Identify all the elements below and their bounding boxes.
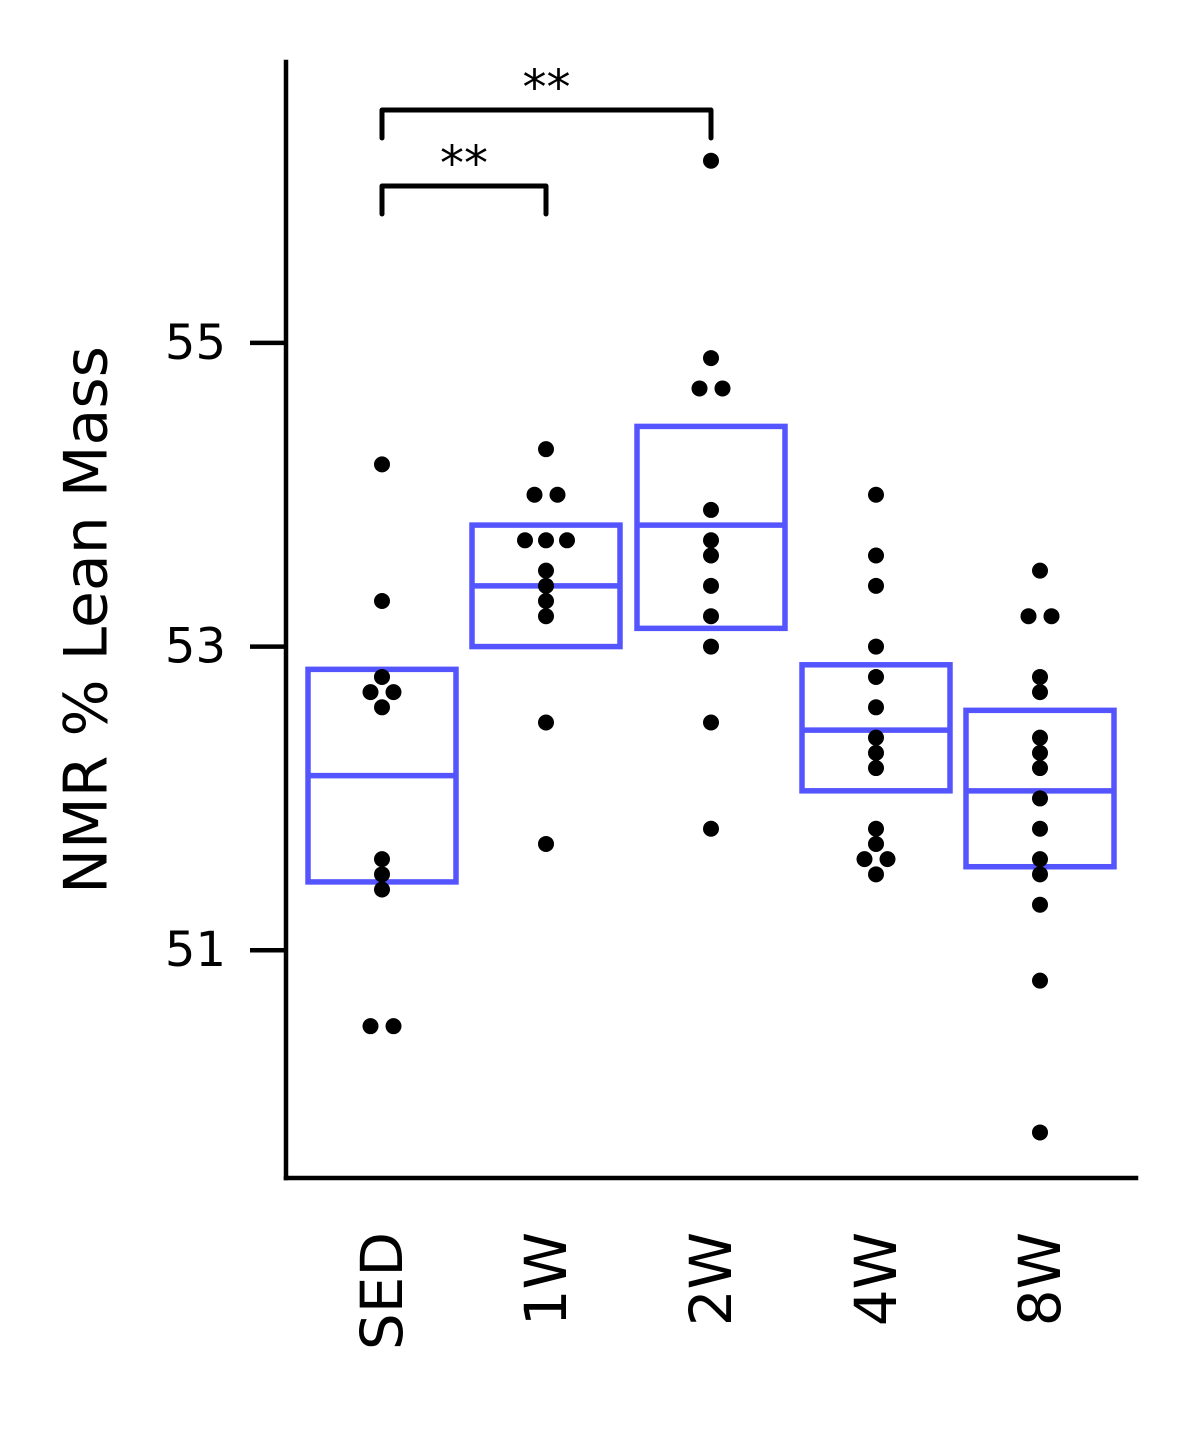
data-point xyxy=(374,593,390,610)
data-point xyxy=(538,714,554,731)
data-point xyxy=(868,744,884,761)
data-point xyxy=(538,835,554,852)
data-point xyxy=(1032,790,1048,807)
data-point xyxy=(868,866,884,883)
y-ticks-layer: 51 53 55 xyxy=(165,315,286,978)
data-point xyxy=(868,820,884,837)
category-label: 2W xyxy=(677,1232,745,1326)
data-point xyxy=(703,714,719,731)
axes-layer xyxy=(283,59,1139,1181)
data-point xyxy=(362,684,379,701)
data-point xyxy=(703,608,719,625)
data-point xyxy=(703,152,719,169)
data-point xyxy=(868,577,884,594)
data-point xyxy=(526,486,543,503)
data-point xyxy=(538,593,554,610)
data-point xyxy=(868,486,884,503)
y-tick-label: 55 xyxy=(165,315,226,371)
data-point xyxy=(559,532,575,549)
data-point xyxy=(374,851,390,868)
data-point xyxy=(1020,608,1037,625)
category-labels-layer: SED 1W 2W 4W 8W xyxy=(348,1232,1074,1350)
data-point xyxy=(1032,668,1048,685)
data-point xyxy=(879,851,896,868)
category-label: 1W xyxy=(512,1232,580,1326)
data-point xyxy=(868,835,884,852)
significance-label: ** xyxy=(440,136,488,192)
data-point xyxy=(868,547,884,564)
data-point xyxy=(1032,684,1048,701)
data-point xyxy=(1032,851,1048,868)
data-point xyxy=(374,866,390,883)
data-point xyxy=(538,532,554,549)
data-point xyxy=(374,668,390,685)
category-label: SED xyxy=(348,1232,416,1350)
data-point xyxy=(714,380,731,397)
data-point xyxy=(549,486,566,503)
data-point xyxy=(362,1018,379,1035)
significance-bracket xyxy=(379,107,714,141)
data-point xyxy=(1032,1124,1048,1141)
data-point xyxy=(538,608,554,625)
y-tick-label: 53 xyxy=(165,619,226,675)
data-point xyxy=(385,1018,402,1035)
data-point xyxy=(538,562,554,579)
data-point xyxy=(868,699,884,716)
significance-bracket xyxy=(379,183,549,217)
data-point xyxy=(1032,562,1048,579)
y-tick-label: 51 xyxy=(165,922,226,978)
y-axis-label: NMR % Lean Mass xyxy=(52,346,122,894)
data-point xyxy=(374,881,390,898)
data-point xyxy=(1032,820,1048,837)
significance-layer: ** ** xyxy=(379,60,714,217)
data-point xyxy=(868,638,884,655)
data-point xyxy=(1032,729,1048,746)
points-layer xyxy=(362,152,1060,1141)
data-point xyxy=(703,820,719,837)
data-point xyxy=(374,456,390,473)
data-point xyxy=(703,638,719,655)
data-point xyxy=(1032,972,1048,989)
data-point xyxy=(538,577,554,594)
data-point xyxy=(1043,608,1060,625)
category-label: 8W xyxy=(1006,1232,1074,1326)
data-point xyxy=(868,760,884,777)
data-point xyxy=(868,729,884,746)
data-point xyxy=(1032,760,1048,777)
data-point xyxy=(703,577,719,594)
category-label: 4W xyxy=(842,1232,910,1326)
data-point xyxy=(703,350,719,367)
data-point xyxy=(538,441,554,458)
data-point xyxy=(856,851,873,868)
data-point xyxy=(1032,744,1048,761)
data-point xyxy=(517,532,533,549)
significance-label: ** xyxy=(523,60,571,116)
data-point xyxy=(1032,896,1048,913)
data-point xyxy=(374,699,390,716)
data-point xyxy=(703,501,719,518)
data-point xyxy=(385,684,402,701)
data-point xyxy=(691,380,708,397)
data-point xyxy=(1032,866,1048,883)
data-point xyxy=(868,668,884,685)
data-point xyxy=(703,532,719,549)
data-point xyxy=(703,547,719,564)
